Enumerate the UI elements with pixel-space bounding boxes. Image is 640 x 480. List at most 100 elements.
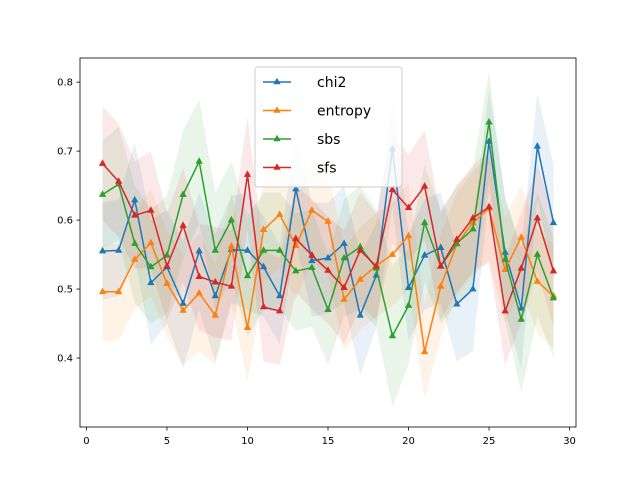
point-entropy-28 [533, 277, 542, 284]
legend-label-sfs: sfs [317, 161, 337, 177]
point-sbs-29 [549, 293, 558, 301]
point-entropy-7 [195, 288, 203, 296]
x-tick-label-5: 5 [164, 436, 170, 447]
point-chi2-23 [453, 300, 461, 307]
point-entropy-14 [308, 206, 316, 213]
band-chi2 [102, 89, 554, 376]
point-entropy-20 [404, 231, 413, 239]
axes: 0 5 10 15 20 25 30 0.4 0.5 0.6 0.7 0.8 [57, 57, 577, 447]
point-chi2-28 [533, 142, 542, 149]
point-entropy-17 [356, 275, 364, 282]
point-sbs-17 [356, 242, 364, 250]
point-sfs-18 [372, 262, 380, 269]
point-sbs-28 [533, 250, 542, 257]
point-entropy-10 [243, 323, 252, 330]
x-tick-label-20: 20 [402, 436, 415, 447]
band-sbs [102, 71, 554, 407]
point-sfs-9 [227, 282, 236, 289]
point-sbs-15 [324, 305, 332, 313]
point-sfs-22 [437, 262, 445, 269]
point-sbs-26 [501, 255, 509, 262]
point-sfs-23 [453, 235, 461, 242]
x-tick-label-25: 25 [483, 436, 496, 447]
point-sbs-12 [276, 246, 284, 253]
point-sbs-11 [259, 246, 268, 253]
point-chi2-15 [324, 253, 332, 261]
point-sfs-28 [533, 213, 542, 221]
point-sfs-3 [131, 211, 139, 218]
point-sbs-7 [195, 157, 203, 164]
series-lines [98, 117, 558, 355]
point-chi2-16 [340, 239, 348, 246]
legend-marker-entropy [273, 106, 281, 113]
point-entropy-19 [388, 250, 397, 257]
legend-box [254, 66, 403, 188]
point-chi2-20 [404, 283, 413, 290]
band-entropy [102, 154, 554, 400]
point-chi2-1 [98, 246, 107, 254]
point-sbs-19 [388, 331, 397, 339]
y-tick-label-0.7: 0.7 [57, 147, 73, 158]
x-tick-label-0: 0 [83, 436, 89, 447]
point-sfs-5 [163, 262, 171, 269]
point-sfs-4 [147, 206, 155, 213]
point-sbs-14 [308, 263, 316, 270]
point-chi2-12 [276, 291, 284, 299]
point-sfs-6 [179, 221, 187, 228]
band-sfs [102, 106, 554, 365]
point-sfs-15 [324, 266, 332, 273]
point-chi2-7 [195, 246, 203, 254]
point-sfs-12 [276, 306, 284, 314]
point-entropy-8 [211, 311, 219, 318]
point-chi2-10 [243, 246, 252, 253]
point-chi2-24 [469, 284, 477, 292]
point-chi2-21 [420, 251, 429, 258]
point-sbs-3 [131, 239, 139, 246]
point-entropy-3 [131, 255, 139, 262]
point-chi2-4 [147, 278, 155, 286]
x-tick-label-15: 15 [322, 436, 335, 447]
point-sfs-25 [485, 202, 493, 210]
legend-label-entropy: entropy [317, 104, 371, 120]
point-entropy-15 [324, 217, 332, 224]
point-sfs-8 [211, 277, 219, 285]
confidence-bands [102, 71, 554, 407]
point-entropy-21 [420, 347, 429, 355]
point-chi2-22 [437, 243, 445, 250]
point-entropy-22 [437, 282, 445, 289]
point-sfs-2 [114, 177, 123, 184]
legend-label-sbs: sbs [317, 132, 340, 148]
point-chi2-13 [292, 184, 300, 192]
x-tick-label-30: 30 [563, 436, 576, 447]
point-entropy-11 [259, 225, 268, 233]
point-chi2-17 [356, 311, 364, 318]
point-entropy-24 [469, 218, 477, 226]
point-chi2-3 [131, 195, 139, 203]
point-sfs-24 [469, 213, 477, 221]
point-entropy-1 [98, 287, 107, 295]
point-sfs-1 [98, 159, 107, 166]
point-entropy-4 [147, 238, 155, 246]
point-sfs-26 [501, 306, 509, 314]
point-sfs-17 [356, 246, 364, 253]
point-sfs-27 [517, 264, 525, 271]
legend-label-chi2: chi2 [317, 75, 346, 91]
point-sfs-10 [243, 170, 252, 177]
point-chi2-11 [259, 262, 268, 270]
point-sbs-24 [469, 224, 477, 232]
point-sbs-20 [404, 301, 413, 308]
point-entropy-2 [114, 287, 123, 295]
point-chi2-29 [549, 218, 558, 226]
point-sbs-13 [292, 266, 300, 274]
point-chi2-8 [211, 291, 219, 299]
point-sbs-27 [517, 315, 525, 322]
point-sbs-4 [147, 262, 155, 270]
point-sfs-19 [388, 185, 397, 193]
x-tick-label-10: 10 [241, 436, 254, 447]
point-sfs-14 [308, 251, 316, 258]
point-entropy-27 [517, 233, 525, 240]
point-sfs-13 [292, 234, 300, 242]
legend-marker-chi2 [273, 77, 281, 85]
point-entropy-16 [340, 295, 348, 302]
